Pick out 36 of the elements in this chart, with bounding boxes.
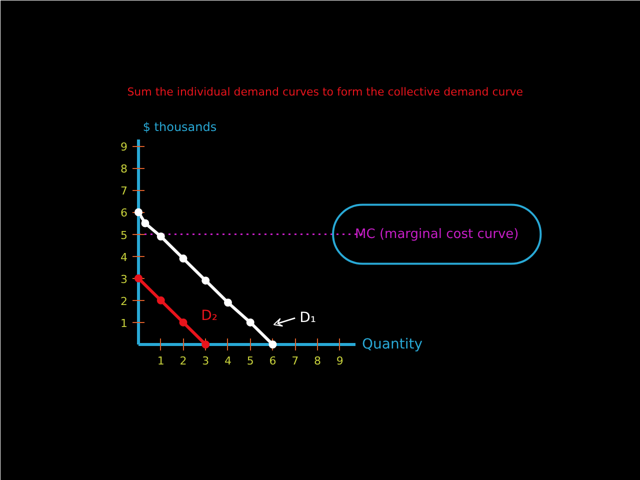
y-tick-label: 2	[120, 294, 128, 308]
point	[134, 208, 142, 216]
x-tick-label: 3	[202, 354, 210, 368]
x-tick-label: 4	[224, 354, 232, 368]
x-tick-label: 9	[336, 354, 344, 368]
x-tick-label: 5	[246, 354, 254, 368]
point	[224, 298, 232, 307]
ref-line-label: MC (marginal cost curve)	[355, 226, 519, 242]
y-tick-label: 3	[120, 272, 128, 286]
x-axis-title: Quantity	[362, 336, 423, 352]
point	[156, 296, 165, 304]
y-tick-label: 1	[120, 316, 128, 330]
x-tick-label: 1	[157, 354, 164, 368]
point	[134, 274, 142, 282]
point	[246, 318, 254, 326]
legend-label: D₁	[300, 310, 316, 326]
x-tick-label: 2	[180, 354, 187, 368]
x-tick-label: 6	[269, 354, 276, 368]
point	[179, 254, 188, 263]
y-tick-label: 6	[120, 206, 128, 220]
y-tick-label: 9	[120, 140, 128, 154]
point	[202, 340, 210, 348]
point	[156, 232, 165, 240]
y-tick-label: 4	[120, 250, 128, 264]
point	[179, 318, 188, 326]
y-axis-title: $ thousands	[142, 120, 217, 134]
y-tick-label: 5	[120, 228, 128, 242]
point	[141, 219, 150, 228]
x-tick-label: 8	[314, 354, 321, 368]
chart-title: Sum the individual demand curves to form the collective demand curve	[127, 85, 524, 98]
y-tick-label: 8	[120, 162, 128, 176]
point	[268, 340, 277, 348]
series-label: D₂	[201, 308, 218, 324]
y-tick-label: 7	[120, 184, 128, 198]
x-tick-label: 7	[292, 354, 299, 368]
point	[202, 276, 210, 285]
